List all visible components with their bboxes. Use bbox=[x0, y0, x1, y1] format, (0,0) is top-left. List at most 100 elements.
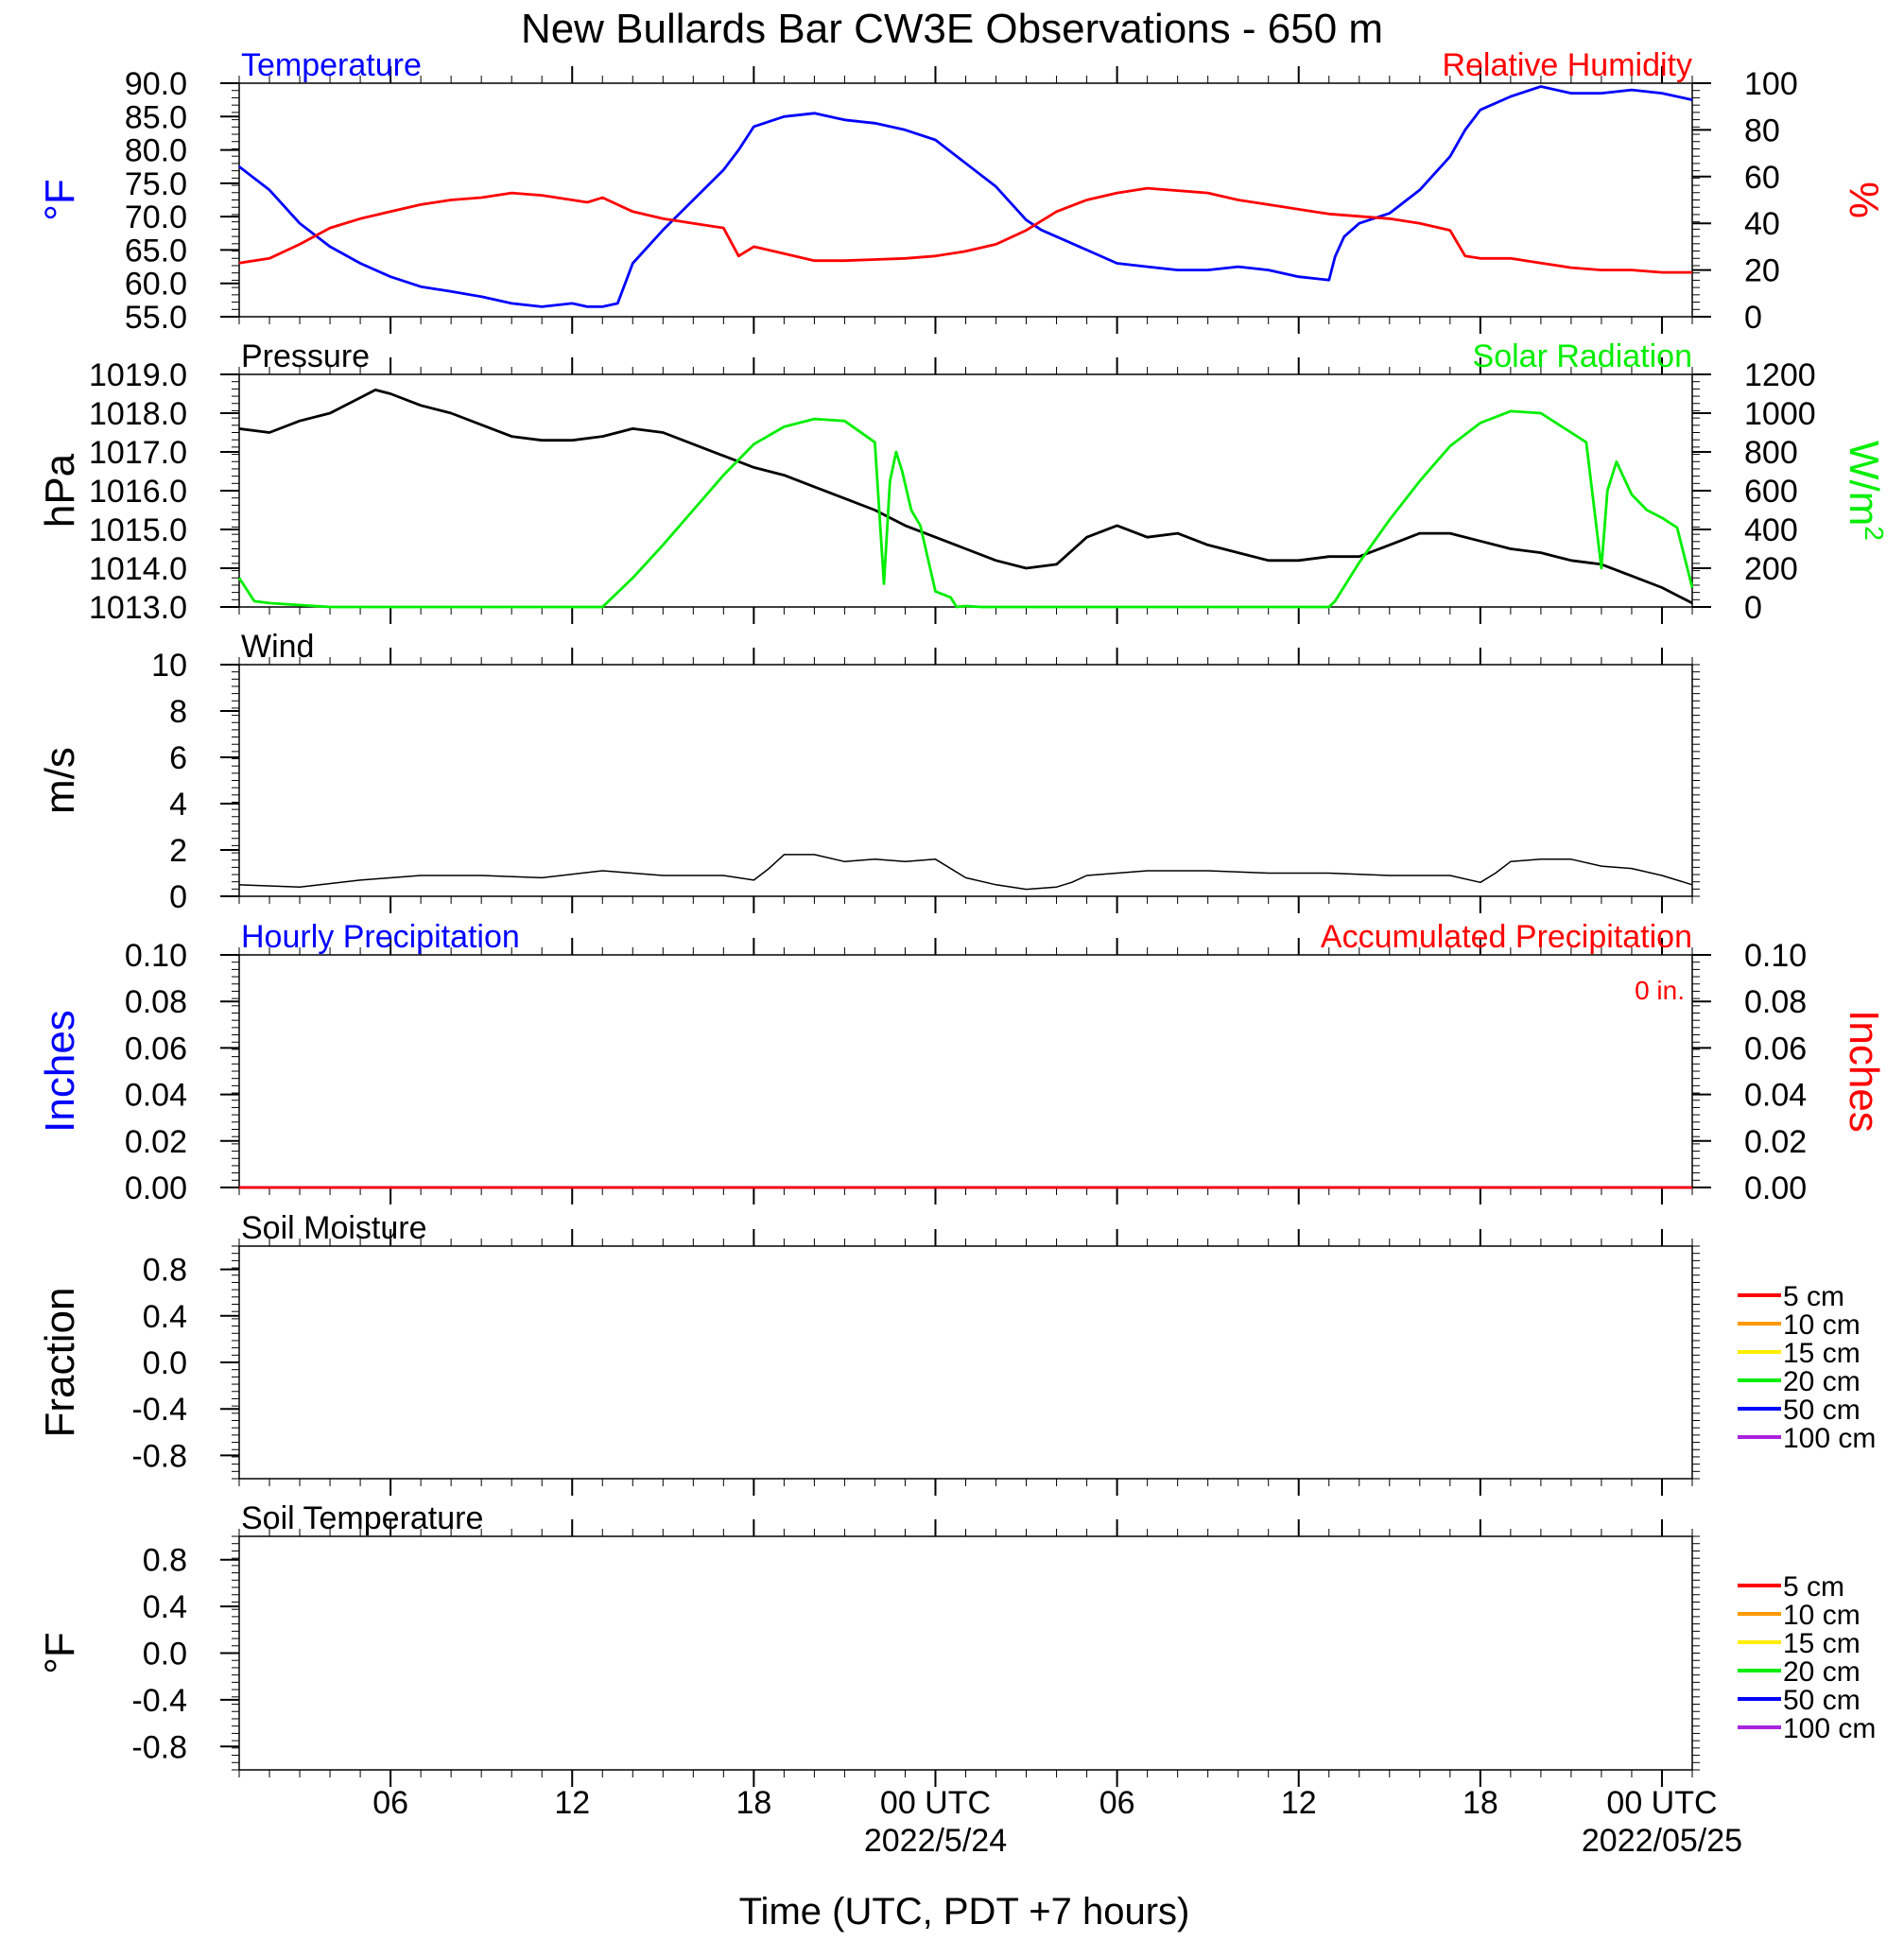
legend-label: 20 cm bbox=[1783, 1366, 1861, 1397]
panels: 55.060.065.070.075.080.085.090.002040608… bbox=[37, 47, 1889, 1859]
y-tick-label-left: 55.0 bbox=[125, 300, 187, 336]
y-tick-label-left: 90.0 bbox=[125, 66, 187, 102]
y-tick-label-left: 0.08 bbox=[125, 984, 187, 1020]
y-tick-label-left: 85.0 bbox=[125, 99, 187, 135]
y-axis-label-right: W/m2 bbox=[1841, 441, 1889, 541]
y-tick-label-left: 1015.0 bbox=[89, 512, 187, 548]
legend-label: 50 cm bbox=[1783, 1395, 1861, 1426]
legend-label: 100 cm bbox=[1783, 1713, 1876, 1744]
x-tick-label: 12 bbox=[554, 1785, 590, 1821]
y-tick-label-left: 1013.0 bbox=[89, 590, 187, 626]
x-tick-label: 18 bbox=[736, 1785, 771, 1821]
panel-wind bbox=[220, 648, 1700, 913]
y-axis-label-right: % bbox=[1841, 182, 1887, 218]
panel-temperature-humidity bbox=[220, 66, 1711, 334]
legend-label: 100 cm bbox=[1783, 1423, 1876, 1454]
y-tick-label-right: 0.10 bbox=[1744, 938, 1807, 974]
y-axis-label-right: Inches bbox=[1841, 1010, 1887, 1133]
y-tick-label-left: 4 bbox=[169, 787, 187, 823]
y-tick-label-right: 0.02 bbox=[1744, 1124, 1807, 1160]
y-axis-label-left: Inches bbox=[37, 1010, 83, 1133]
legend-label: 20 cm bbox=[1783, 1656, 1861, 1688]
y-tick-label-right: 80 bbox=[1744, 113, 1780, 148]
y-tick-label-right: 0.04 bbox=[1744, 1078, 1807, 1114]
y-tick-label-left: 80.0 bbox=[125, 133, 187, 169]
y-tick-label-left: -0.8 bbox=[131, 1729, 187, 1765]
panel-title-right: Accumulated Precipitation bbox=[1321, 919, 1692, 955]
y-tick-label-left: 0.4 bbox=[143, 1589, 187, 1625]
panel-title-left: Temperature bbox=[241, 47, 422, 83]
y-tick-label-left: 0.8 bbox=[143, 1253, 187, 1289]
y-tick-label-right: 40 bbox=[1744, 206, 1780, 242]
y-tick-label-left: -0.4 bbox=[131, 1392, 187, 1428]
panel-frame bbox=[238, 1535, 1693, 1771]
y-axis-label-left: Fraction bbox=[37, 1288, 83, 1438]
y-axis-label-left: hPa bbox=[37, 453, 83, 528]
series-line-temperature bbox=[238, 85, 1693, 308]
y-tick-label-left: 0.02 bbox=[125, 1124, 187, 1160]
y-tick-label-left: 60.0 bbox=[125, 267, 187, 303]
panel-frame bbox=[238, 373, 1693, 608]
y-tick-label-left: 0.4 bbox=[143, 1299, 187, 1335]
y-tick-label-right: 1000 bbox=[1744, 396, 1816, 432]
legend-label: 15 cm bbox=[1783, 1628, 1861, 1659]
panel-frame bbox=[238, 1245, 1693, 1480]
panel-precipitation bbox=[220, 938, 1711, 1204]
y-tick-label-left: 0.0 bbox=[143, 1345, 187, 1381]
y-tick-label-left: 0 bbox=[169, 879, 187, 915]
panel-soil-moisture bbox=[220, 1229, 1781, 1496]
panel-frame bbox=[238, 954, 1693, 1188]
series-line-solar-radiation bbox=[237, 409, 1694, 609]
x-tick-label: 06 bbox=[1099, 1785, 1135, 1821]
x-tick-sublabel: 2022/5/24 bbox=[864, 1823, 1007, 1859]
y-tick-label-right: 0.00 bbox=[1744, 1170, 1807, 1206]
legend-label: 15 cm bbox=[1783, 1338, 1861, 1369]
y-axis-label-left: °F bbox=[37, 1632, 83, 1673]
y-tick-label-left: 0.06 bbox=[125, 1031, 187, 1066]
y-tick-label-left: 0.04 bbox=[125, 1078, 187, 1114]
y-axis-label-left: m/s bbox=[37, 747, 83, 814]
y-tick-label-right: 60 bbox=[1744, 160, 1780, 196]
y-tick-label-left: 10 bbox=[151, 648, 187, 684]
y-tick-label-right: 0 bbox=[1744, 590, 1762, 626]
y-tick-label-left: -0.8 bbox=[131, 1438, 187, 1474]
y-tick-label-left: 75.0 bbox=[125, 166, 187, 202]
panel-pressure-solar: W/m2 bbox=[220, 357, 1889, 624]
y-tick-label-right: 0.08 bbox=[1744, 984, 1807, 1020]
y-tick-label-left: 0.00 bbox=[125, 1170, 187, 1206]
legend-label: 5 cm bbox=[1783, 1571, 1844, 1603]
y-tick-label-right: 800 bbox=[1744, 435, 1798, 471]
panel-annotation: 0 in. bbox=[1635, 976, 1685, 1005]
panel-title-left: Hourly Precipitation bbox=[241, 919, 520, 955]
y-tick-label-left: 1016.0 bbox=[89, 474, 187, 510]
x-tick-sublabel: 2022/05/25 bbox=[1582, 1823, 1742, 1859]
chart-title: New Bullards Bar CW3E Observations - 650… bbox=[521, 6, 1383, 52]
legend-label: 10 cm bbox=[1783, 1600, 1861, 1631]
y-tick-label-left: 65.0 bbox=[125, 233, 187, 269]
y-tick-label-left: 1017.0 bbox=[89, 435, 187, 471]
y-tick-label-right: 400 bbox=[1744, 512, 1798, 548]
panel-title-left: Pressure bbox=[241, 338, 370, 374]
panel-frame bbox=[238, 664, 1693, 897]
y-tick-label-left: 1019.0 bbox=[89, 357, 187, 393]
x-tick-label: 00 UTC bbox=[1606, 1785, 1717, 1821]
x-tick-label: 12 bbox=[1281, 1785, 1317, 1821]
y-tick-label-left: 0.0 bbox=[143, 1637, 187, 1672]
y-tick-label-left: 8 bbox=[169, 694, 187, 730]
y-tick-label-right: 0 bbox=[1744, 300, 1762, 336]
legend-label: 5 cm bbox=[1783, 1281, 1844, 1312]
y-tick-label-left: 6 bbox=[169, 740, 187, 776]
y-tick-label-left: 2 bbox=[169, 833, 187, 869]
x-tick-label: 06 bbox=[372, 1785, 408, 1821]
y-tick-label-right: 100 bbox=[1744, 66, 1798, 102]
panel-title-right: Relative Humidity bbox=[1442, 47, 1692, 83]
y-tick-label-left: 1018.0 bbox=[89, 396, 187, 432]
y-tick-label-left: 0.10 bbox=[125, 938, 187, 974]
y-tick-label-right: 1200 bbox=[1744, 357, 1816, 393]
y-tick-label-left: 1014.0 bbox=[89, 551, 187, 587]
y-tick-label-left: -0.4 bbox=[131, 1683, 187, 1719]
y-tick-label-right: 600 bbox=[1744, 474, 1798, 510]
x-tick-label: 00 UTC bbox=[880, 1785, 991, 1821]
x-axis-label: Time (UTC, PDT +7 hours) bbox=[739, 1891, 1190, 1932]
